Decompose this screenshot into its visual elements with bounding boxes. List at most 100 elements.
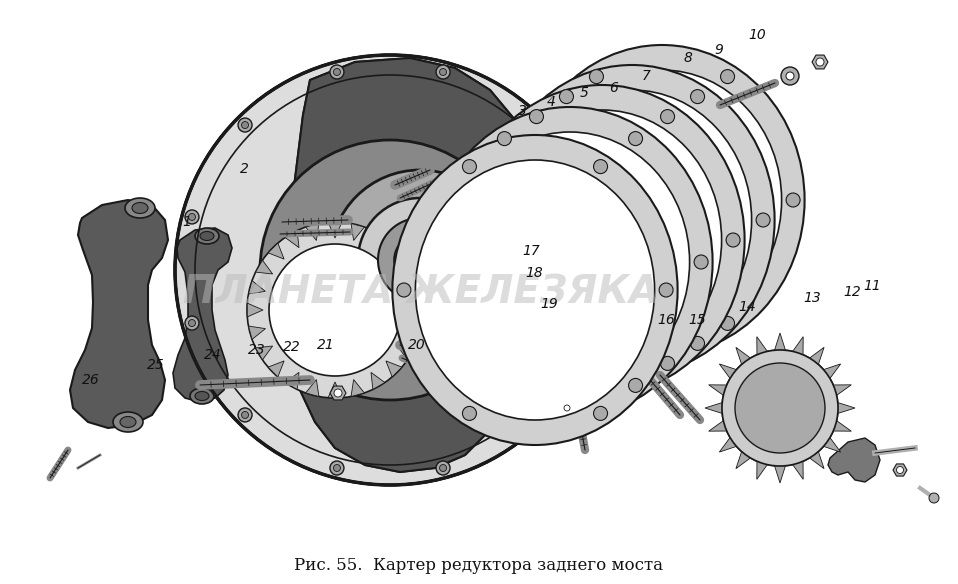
Circle shape bbox=[432, 255, 445, 269]
Circle shape bbox=[464, 233, 478, 247]
Circle shape bbox=[528, 408, 542, 422]
Circle shape bbox=[436, 461, 450, 475]
Circle shape bbox=[436, 65, 450, 79]
Polygon shape bbox=[256, 346, 273, 360]
Circle shape bbox=[185, 316, 199, 330]
Circle shape bbox=[330, 170, 510, 350]
Text: 25: 25 bbox=[148, 358, 165, 372]
Circle shape bbox=[238, 408, 252, 422]
Polygon shape bbox=[705, 402, 722, 413]
Text: 11: 11 bbox=[863, 279, 880, 293]
Polygon shape bbox=[268, 361, 285, 377]
Polygon shape bbox=[351, 380, 364, 397]
Ellipse shape bbox=[542, 70, 782, 330]
Circle shape bbox=[497, 378, 512, 392]
Polygon shape bbox=[736, 451, 750, 469]
Polygon shape bbox=[757, 336, 767, 354]
Ellipse shape bbox=[450, 132, 690, 392]
Polygon shape bbox=[268, 243, 285, 259]
Polygon shape bbox=[290, 58, 525, 472]
Circle shape bbox=[722, 350, 838, 466]
Circle shape bbox=[463, 406, 476, 420]
Circle shape bbox=[735, 363, 825, 453]
Polygon shape bbox=[404, 326, 422, 339]
Text: 13: 13 bbox=[804, 291, 821, 305]
Ellipse shape bbox=[519, 45, 805, 355]
Polygon shape bbox=[824, 437, 841, 452]
Circle shape bbox=[238, 118, 252, 132]
Text: 26: 26 bbox=[82, 373, 100, 387]
Polygon shape bbox=[561, 403, 573, 413]
Polygon shape bbox=[757, 461, 767, 479]
Polygon shape bbox=[812, 55, 828, 69]
Polygon shape bbox=[285, 373, 299, 390]
Polygon shape bbox=[248, 281, 265, 294]
Ellipse shape bbox=[120, 416, 136, 427]
Polygon shape bbox=[247, 303, 263, 317]
Text: 18: 18 bbox=[526, 266, 543, 280]
Circle shape bbox=[786, 72, 794, 80]
Circle shape bbox=[897, 467, 903, 474]
Polygon shape bbox=[893, 464, 907, 476]
Ellipse shape bbox=[113, 412, 143, 432]
Circle shape bbox=[530, 110, 543, 124]
Circle shape bbox=[494, 213, 508, 227]
Polygon shape bbox=[256, 260, 273, 274]
Text: Рис. 55.  Картер редуктора заднего моста: Рис. 55. Картер редуктора заднего моста bbox=[294, 557, 664, 573]
Text: 10: 10 bbox=[748, 28, 765, 42]
Polygon shape bbox=[828, 438, 880, 482]
Polygon shape bbox=[810, 451, 824, 469]
Text: 12: 12 bbox=[844, 285, 861, 299]
Text: 16: 16 bbox=[657, 313, 674, 327]
Circle shape bbox=[594, 159, 607, 173]
Text: 4: 4 bbox=[546, 95, 556, 109]
Circle shape bbox=[260, 140, 520, 400]
Ellipse shape bbox=[513, 90, 752, 350]
Circle shape bbox=[787, 193, 800, 207]
Circle shape bbox=[330, 461, 344, 475]
Circle shape bbox=[378, 218, 462, 302]
Circle shape bbox=[394, 234, 446, 286]
Circle shape bbox=[330, 65, 344, 79]
Text: 22: 22 bbox=[284, 340, 301, 354]
Polygon shape bbox=[398, 260, 415, 274]
Ellipse shape bbox=[195, 228, 219, 244]
Polygon shape bbox=[328, 382, 342, 398]
Circle shape bbox=[661, 110, 674, 124]
Circle shape bbox=[584, 213, 591, 220]
Circle shape bbox=[440, 464, 446, 471]
Polygon shape bbox=[173, 228, 232, 402]
Circle shape bbox=[581, 316, 595, 330]
Polygon shape bbox=[248, 326, 265, 339]
Circle shape bbox=[720, 69, 735, 84]
Polygon shape bbox=[792, 461, 803, 479]
Polygon shape bbox=[404, 281, 422, 294]
Circle shape bbox=[581, 210, 595, 224]
Text: 8: 8 bbox=[683, 51, 693, 65]
Text: ПЛАНЕТА ЖЕЛЕЗЯКА: ПЛАНЕТА ЖЕЛЕЗЯКА bbox=[183, 273, 660, 311]
Circle shape bbox=[628, 378, 643, 392]
Ellipse shape bbox=[490, 65, 775, 375]
Circle shape bbox=[929, 493, 939, 503]
Text: 2: 2 bbox=[240, 162, 249, 176]
Polygon shape bbox=[736, 347, 750, 364]
Circle shape bbox=[524, 193, 537, 207]
Polygon shape bbox=[306, 224, 319, 241]
Circle shape bbox=[781, 67, 799, 85]
Polygon shape bbox=[774, 333, 786, 350]
Circle shape bbox=[756, 213, 770, 227]
Polygon shape bbox=[824, 364, 841, 378]
Ellipse shape bbox=[195, 391, 209, 401]
Circle shape bbox=[189, 319, 195, 326]
Polygon shape bbox=[386, 243, 402, 259]
Polygon shape bbox=[719, 364, 737, 378]
Polygon shape bbox=[328, 223, 342, 238]
Polygon shape bbox=[371, 231, 385, 248]
Text: 20: 20 bbox=[408, 338, 425, 352]
Polygon shape bbox=[774, 466, 786, 483]
Circle shape bbox=[334, 389, 342, 397]
Text: 6: 6 bbox=[608, 81, 618, 95]
Polygon shape bbox=[351, 224, 364, 241]
Circle shape bbox=[559, 89, 574, 103]
Circle shape bbox=[532, 121, 538, 128]
